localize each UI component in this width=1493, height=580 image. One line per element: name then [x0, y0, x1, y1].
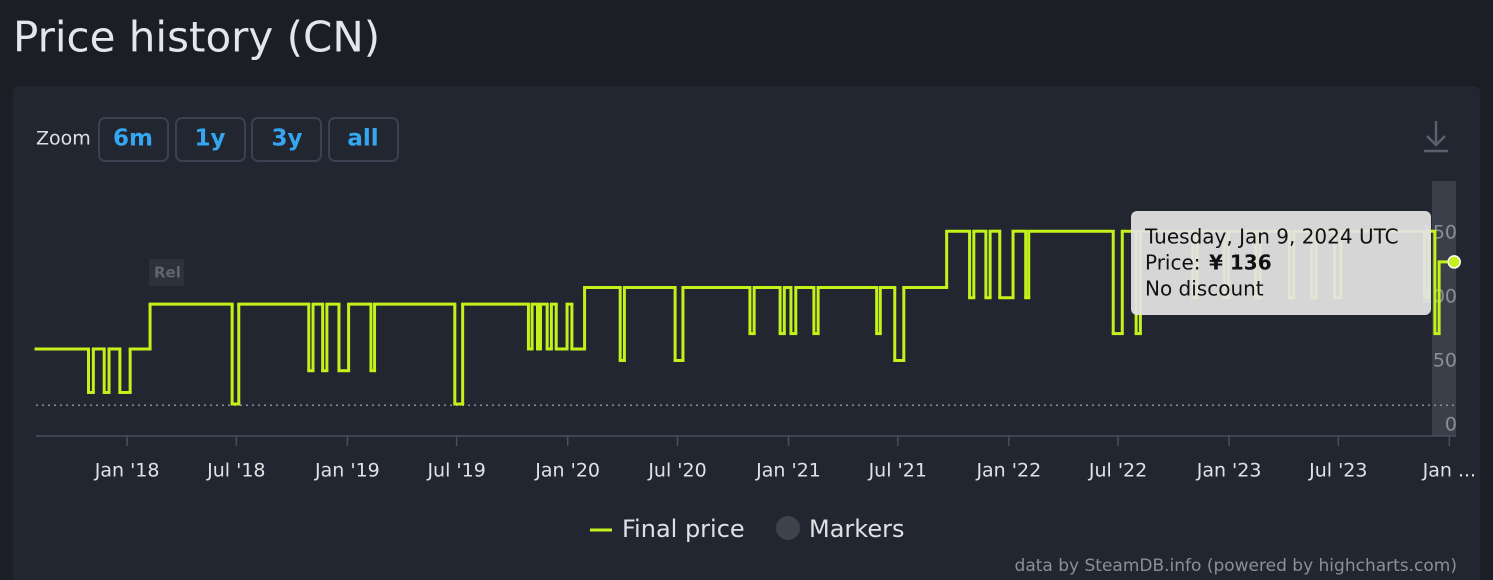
- zoom-button-label[interactable]: 1y: [195, 126, 226, 152]
- annotation-flag: [149, 259, 184, 286]
- x-tick-label: Jul '22: [1088, 460, 1147, 482]
- x-tick-label: Jan '21: [755, 460, 821, 482]
- legend-label[interactable]: Final price: [622, 515, 745, 543]
- tooltip-box: [1131, 211, 1431, 315]
- zoom-button-label[interactable]: 6m: [113, 126, 153, 152]
- tooltip: Tuesday, Jan 9, 2024 UTC Price: ¥ 136 No…: [1131, 211, 1431, 315]
- x-tick-label: Jan '18: [94, 460, 160, 482]
- zoom-button[interactable]: [328, 117, 399, 162]
- y-tick-label: 0: [1445, 414, 1457, 436]
- tooltip-date: Tuesday, Jan 9, 2024 UTC: [1144, 225, 1399, 249]
- tooltip-price: ¥ 136: [1209, 251, 1272, 275]
- x-tick-label: Jul '19: [426, 460, 485, 482]
- zoom-buttons: 6m 1y 3y all: [98, 117, 399, 162]
- x-tick-label: Jul '21: [868, 460, 927, 482]
- x-tick-label: Jul '23: [1308, 460, 1367, 482]
- zoom-button-label[interactable]: 3y: [272, 126, 303, 152]
- x-tick-label: Jan '20: [534, 460, 600, 482]
- x-tick-label: Jul '20: [647, 460, 706, 482]
- annotation-label: Rel: [154, 264, 181, 282]
- x-tick-label: Jan '22: [975, 460, 1041, 482]
- zoom-button-label[interactable]: all: [347, 126, 378, 152]
- tooltip-price-label: Price:: [1145, 251, 1201, 275]
- zoom-button[interactable]: [251, 117, 322, 162]
- tooltip-discount: No discount: [1145, 277, 1264, 301]
- legend-label[interactable]: Markers: [809, 515, 904, 543]
- hover-point: [1447, 255, 1461, 269]
- x-tick-label: Jan '23: [1196, 460, 1262, 482]
- y-tick-label: 50: [1433, 350, 1457, 372]
- page-title: Price history (CN): [13, 13, 380, 62]
- panel: [13, 86, 1480, 580]
- x-tick-label: Jan ...: [1422, 460, 1476, 482]
- legend: Final price Markers: [590, 515, 904, 543]
- x-tick-label: Jan '19: [314, 460, 380, 482]
- x-tick-label: Jul '18: [206, 460, 265, 482]
- zoom-label: Zoom: [36, 128, 91, 150]
- zoom-button[interactable]: [98, 117, 169, 162]
- credits: data by SteamDB.info (powered by highcha…: [1015, 556, 1457, 576]
- download-icon[interactable]: [1424, 121, 1448, 153]
- zoom-button[interactable]: [175, 117, 246, 162]
- legend-swatch: [776, 516, 800, 540]
